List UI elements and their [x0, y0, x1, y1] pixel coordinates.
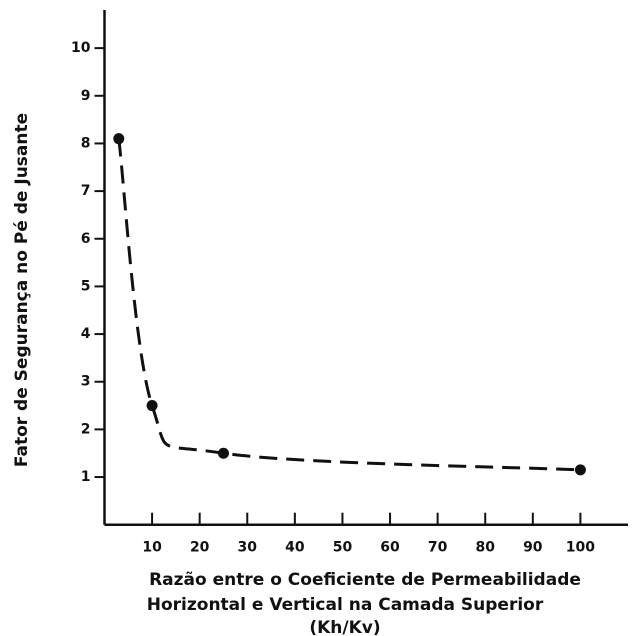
y-tick-label: 9	[81, 88, 91, 104]
x-tick-label: 30	[238, 540, 258, 556]
y-tick-label: 2	[81, 421, 91, 437]
x-tick-label: 20	[190, 540, 210, 556]
y-tick-label: 7	[81, 183, 91, 199]
data-point	[574, 464, 586, 476]
x-axis-label: (Kh/Kv)	[309, 618, 380, 636]
y-tick-label: 5	[81, 278, 91, 294]
data-point	[113, 133, 125, 145]
y-axis-label: Fator de Segurança no Pé de Jusante	[12, 113, 32, 467]
x-tick-label: 60	[380, 540, 400, 556]
x-tick-label: 40	[285, 540, 305, 556]
data-point	[146, 400, 158, 412]
data-point	[217, 447, 229, 459]
x-tick-label: 10	[142, 540, 162, 556]
x-axis-label: Razão entre o Coeficiente de Permeabilid…	[149, 570, 581, 590]
x-tick-label: 70	[428, 540, 448, 556]
y-tick-label: 6	[81, 231, 91, 247]
x-tick-label: 80	[475, 540, 495, 556]
x-axis-label: Horizontal e Vertical na Camada Superior	[147, 595, 544, 615]
data-line	[117, 138, 581, 472]
y-tick-label: 10	[71, 40, 91, 56]
y-tick-label: 3	[81, 374, 91, 390]
x-tick-label: 90	[523, 540, 543, 556]
y-tick-label: 8	[81, 135, 91, 151]
y-tick-label: 4	[81, 326, 91, 342]
y-tick-label: 1	[81, 469, 91, 485]
x-tick-label: 50	[333, 540, 353, 556]
x-tick-label: 100	[566, 540, 595, 556]
